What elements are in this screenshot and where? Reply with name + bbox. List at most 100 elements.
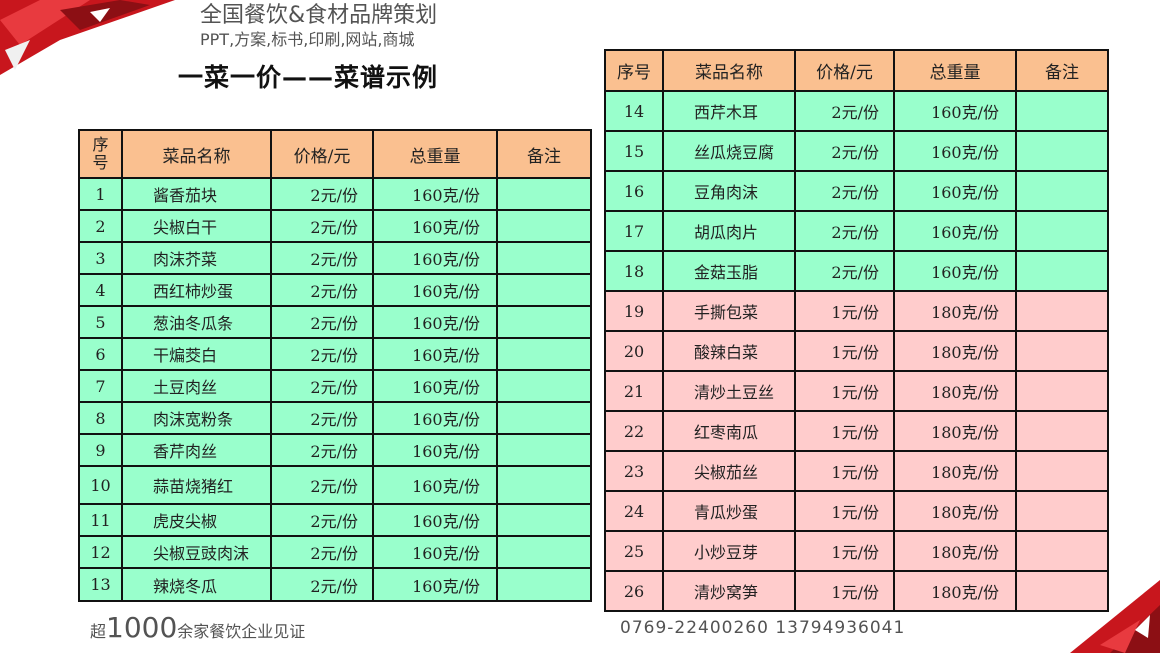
cell-price: 1元/份 xyxy=(794,410,895,452)
cell-note xyxy=(496,177,592,211)
table-row: 14 西芹木耳 2元/份 160克/份 xyxy=(604,90,1109,132)
header-price: 价格/元 xyxy=(270,129,374,179)
table-row: 16 豆角肉沫 2元/份 160克/份 xyxy=(604,170,1109,212)
cell-weight: 160克/份 xyxy=(372,337,498,371)
cell-weight: 160克/份 xyxy=(893,90,1017,132)
bottom-right-red-decoration xyxy=(1070,580,1160,653)
watermark-phone: 0769-22400260 13794936041 xyxy=(620,618,906,638)
cell-name: 红枣南瓜 xyxy=(662,410,796,452)
cell-weight: 160克/份 xyxy=(372,465,498,505)
cell-price: 2元/份 xyxy=(794,170,895,212)
cell-name: 清炒土豆丝 xyxy=(662,370,796,412)
header-price: 价格/元 xyxy=(794,49,895,92)
cell-price: 2元/份 xyxy=(270,433,374,467)
cell-name: 蒜苗烧猪红 xyxy=(121,465,272,505)
cell-weight: 160克/份 xyxy=(893,210,1017,252)
cell-note xyxy=(496,305,592,339)
cell-weight: 160克/份 xyxy=(372,503,498,537)
cell-note xyxy=(1015,450,1109,492)
cell-num: 5 xyxy=(78,305,123,339)
cell-price: 2元/份 xyxy=(270,465,374,505)
table-row: 8 肉沫宽粉条 2元/份 160克/份 xyxy=(78,401,592,435)
watermark-prefix: 超 xyxy=(90,622,107,641)
cell-weight: 180克/份 xyxy=(893,570,1017,612)
cell-name: 香芹肉丝 xyxy=(121,433,272,467)
cell-weight: 180克/份 xyxy=(893,330,1017,372)
cell-weight: 160克/份 xyxy=(372,535,498,569)
cell-note xyxy=(1015,370,1109,412)
cell-price: 1元/份 xyxy=(794,370,895,412)
cell-price: 1元/份 xyxy=(794,530,895,572)
table-row: 6 干煸茭白 2元/份 160克/份 xyxy=(78,337,592,371)
cell-price: 1元/份 xyxy=(794,490,895,532)
cell-num: 25 xyxy=(604,530,664,572)
cell-note xyxy=(1015,570,1109,612)
table-row: 15 丝瓜烧豆腐 2元/份 160克/份 xyxy=(604,130,1109,172)
cell-note xyxy=(1015,170,1109,212)
cell-name: 干煸茭白 xyxy=(121,337,272,371)
cell-name: 丝瓜烧豆腐 xyxy=(662,130,796,172)
watermark: 全国餐饮&食材品牌策划 PPT,方案,标书,印刷,网站,商城 xyxy=(200,5,437,48)
cell-weight: 160克/份 xyxy=(372,433,498,467)
header-weight: 总重量 xyxy=(372,129,498,179)
menu-table-left: 序号 菜品名称 价格/元 总重量 备注 1 酱香茄块 2元/份 160克/份 2 尖椒白干… xyxy=(78,129,592,602)
cell-price: 2元/份 xyxy=(270,305,374,339)
cell-price: 2元/份 xyxy=(270,369,374,403)
table-header-row: 序号 菜品名称 价格/元 总重量 备注 xyxy=(78,129,592,179)
cell-weight: 160克/份 xyxy=(372,369,498,403)
cell-price: 2元/份 xyxy=(794,210,895,252)
cell-weight: 160克/份 xyxy=(372,209,498,243)
cell-note xyxy=(496,337,592,371)
cell-note xyxy=(1015,250,1109,292)
cell-weight: 160克/份 xyxy=(372,567,498,602)
cell-price: 2元/份 xyxy=(270,401,374,435)
watermark-line-3: 超1000余家餐饮企业见证 xyxy=(90,614,305,642)
cell-num: 24 xyxy=(604,490,664,532)
cell-num: 11 xyxy=(78,503,123,537)
cell-weight: 180克/份 xyxy=(893,370,1017,412)
cell-weight: 180克/份 xyxy=(893,530,1017,572)
cell-num: 7 xyxy=(78,369,123,403)
cell-name: 虎皮尖椒 xyxy=(121,503,272,537)
cell-note xyxy=(1015,490,1109,532)
cell-note xyxy=(496,273,592,307)
table-row: 18 金菇玉脂 2元/份 160克/份 xyxy=(604,250,1109,292)
cell-name: 青瓜炒蛋 xyxy=(662,490,796,532)
table-row: 19 手撕包菜 1元/份 180克/份 xyxy=(604,290,1109,332)
cell-num: 26 xyxy=(604,570,664,612)
cell-name: 辣烧冬瓜 xyxy=(121,567,272,602)
cell-name: 小炒豆芽 xyxy=(662,530,796,572)
cell-num: 22 xyxy=(604,410,664,452)
cell-price: 2元/份 xyxy=(270,567,374,602)
cell-num: 18 xyxy=(604,250,664,292)
cell-price: 1元/份 xyxy=(794,290,895,332)
cell-weight: 160克/份 xyxy=(372,305,498,339)
cell-name: 豆角肉沫 xyxy=(662,170,796,212)
cell-price: 2元/份 xyxy=(270,535,374,569)
header-note: 备注 xyxy=(1015,49,1109,92)
table-row: 2 尖椒白干 2元/份 160克/份 xyxy=(78,209,592,243)
cell-note xyxy=(496,209,592,243)
cell-note xyxy=(1015,130,1109,172)
table-row: 12 尖椒豆豉肉沫 2元/份 160克/份 xyxy=(78,535,592,569)
watermark-line-2: PPT,方案,标书,印刷,网站,商城 xyxy=(200,30,415,49)
cell-weight: 180克/份 xyxy=(893,490,1017,532)
cell-name: 酱香茄块 xyxy=(121,177,272,211)
cell-price: 2元/份 xyxy=(270,273,374,307)
cell-weight: 160克/份 xyxy=(372,241,498,275)
cell-num: 1 xyxy=(78,177,123,211)
table-row: 7 土豆肉丝 2元/份 160克/份 xyxy=(78,369,592,403)
cell-name: 西芹木耳 xyxy=(662,90,796,132)
cell-num: 21 xyxy=(604,370,664,412)
cell-num: 16 xyxy=(604,170,664,212)
table-row: 17 胡瓜肉片 2元/份 160克/份 xyxy=(604,210,1109,252)
table-row: 11 虎皮尖椒 2元/份 160克/份 xyxy=(78,503,592,537)
cell-name: 西红柿炒蛋 xyxy=(121,273,272,307)
cell-note xyxy=(496,369,592,403)
cell-name: 肉沫宽粉条 xyxy=(121,401,272,435)
table-row: 25 小炒豆芽 1元/份 180克/份 xyxy=(604,530,1109,572)
cell-note xyxy=(1015,530,1109,572)
cell-num: 10 xyxy=(78,465,123,505)
table-row: 1 酱香茄块 2元/份 160克/份 xyxy=(78,177,592,211)
table-row: 3 肉沫芥菜 2元/份 160克/份 xyxy=(78,241,592,275)
